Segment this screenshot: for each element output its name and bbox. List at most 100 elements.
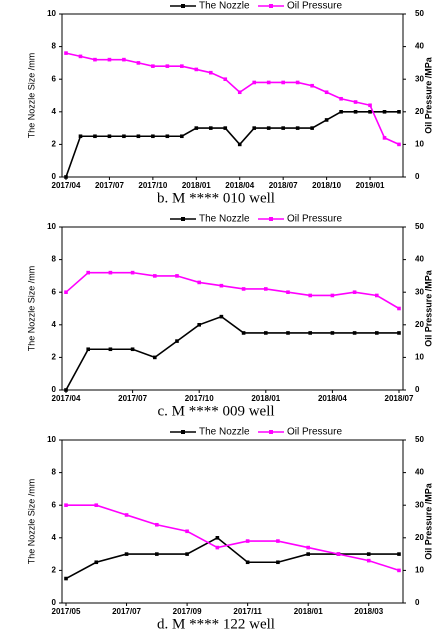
series-line <box>65 536 399 580</box>
point <box>330 331 335 335</box>
point <box>155 522 159 527</box>
point <box>64 51 68 55</box>
caption: c. M **** 009 well <box>157 403 274 419</box>
point <box>310 83 314 88</box>
legend-marker <box>269 430 273 434</box>
point <box>175 339 179 343</box>
point <box>165 64 170 68</box>
series-line <box>66 504 400 572</box>
series-line <box>65 315 399 391</box>
point <box>223 77 228 81</box>
y-tick-label: 8 <box>52 255 57 264</box>
point <box>180 134 184 139</box>
point <box>276 539 280 543</box>
y-tick-label: 4 <box>52 320 57 329</box>
legend-label: Oil Pressure <box>287 214 342 225</box>
point <box>324 90 329 95</box>
x-tick-label: 2017/04 <box>52 394 81 403</box>
point <box>308 331 312 335</box>
point <box>185 552 189 556</box>
point <box>375 331 379 335</box>
x-tick-label: 2017/04 <box>52 181 81 190</box>
point <box>245 560 250 565</box>
legend-label: The Nozzle <box>199 427 250 438</box>
point <box>266 126 271 130</box>
point <box>64 175 68 179</box>
point <box>252 80 257 85</box>
point <box>266 80 271 85</box>
point <box>339 96 343 101</box>
point <box>241 331 246 335</box>
y2-tick-label: 40 <box>415 42 424 51</box>
point <box>122 134 126 139</box>
x-tick-label: 2017/07 <box>118 394 147 403</box>
point <box>93 134 97 139</box>
y-tick-label: 4 <box>52 107 57 116</box>
point <box>64 576 68 581</box>
y2-tick-label: 0 <box>415 385 420 394</box>
y-tick-label: 10 <box>47 9 56 18</box>
y-tick-label: 8 <box>52 42 57 51</box>
point <box>136 61 141 65</box>
x-tick-label: 2018/07 <box>385 394 414 403</box>
point <box>237 142 242 147</box>
y2-tick-label: 0 <box>415 172 420 181</box>
caption: d. M **** 122 well <box>157 616 275 632</box>
y-tick-label: 4 <box>52 533 57 542</box>
caption: b. M **** 010 well <box>157 190 275 206</box>
x-tick-label: 2018/01 <box>251 394 280 403</box>
point <box>215 545 220 550</box>
legend-label: Oil Pressure <box>287 427 342 438</box>
x-tick-label: 2018/04 <box>225 181 254 190</box>
y-axis-label: The Nozzle Size /mm <box>26 479 36 565</box>
x-tick-label: 2018/04 <box>318 394 347 403</box>
point <box>382 136 387 140</box>
y-tick-label: 0 <box>52 385 57 394</box>
y2-tick-label: 50 <box>415 9 424 18</box>
point <box>93 57 97 62</box>
legend-label: Oil Pressure <box>287 1 342 12</box>
point <box>197 280 201 285</box>
y-tick-label: 2 <box>52 353 57 362</box>
y-tick-label: 6 <box>52 287 57 296</box>
legend-label: The Nozzle <box>199 1 250 12</box>
x-tick-label: 2017/07 <box>112 607 141 616</box>
point <box>252 126 257 130</box>
point <box>155 552 159 556</box>
point <box>397 142 401 147</box>
x-tick-label: 2018/01 <box>182 181 211 190</box>
x-tick-label: 2018/10 <box>312 181 341 190</box>
point <box>368 110 372 114</box>
point <box>219 283 224 288</box>
y2-tick-label: 0 <box>415 598 420 607</box>
point <box>245 539 250 543</box>
point <box>107 134 112 139</box>
point <box>397 331 401 335</box>
point <box>185 529 189 534</box>
point <box>353 110 358 114</box>
point <box>264 331 268 335</box>
point <box>107 57 112 62</box>
legend-marker <box>269 217 273 221</box>
point <box>397 110 401 114</box>
point <box>180 64 184 68</box>
point <box>124 513 129 517</box>
legend-marker <box>181 217 185 221</box>
point <box>281 80 285 85</box>
legend-marker <box>181 430 185 434</box>
y-axis-label: The Nozzle Size /mm <box>26 53 36 139</box>
point <box>219 314 224 319</box>
point <box>366 558 371 563</box>
y2-tick-label: 20 <box>415 533 424 542</box>
series-line <box>65 271 400 310</box>
point <box>165 134 170 139</box>
point <box>336 552 341 556</box>
point <box>136 134 141 139</box>
point <box>281 126 285 130</box>
y2-tick-label: 10 <box>415 140 424 149</box>
point <box>124 552 129 556</box>
y2-tick-label: 20 <box>415 107 424 116</box>
x-tick-label: 2017/10 <box>185 394 214 403</box>
point <box>286 331 290 335</box>
x-tick-label: 2017/11 <box>233 607 262 616</box>
